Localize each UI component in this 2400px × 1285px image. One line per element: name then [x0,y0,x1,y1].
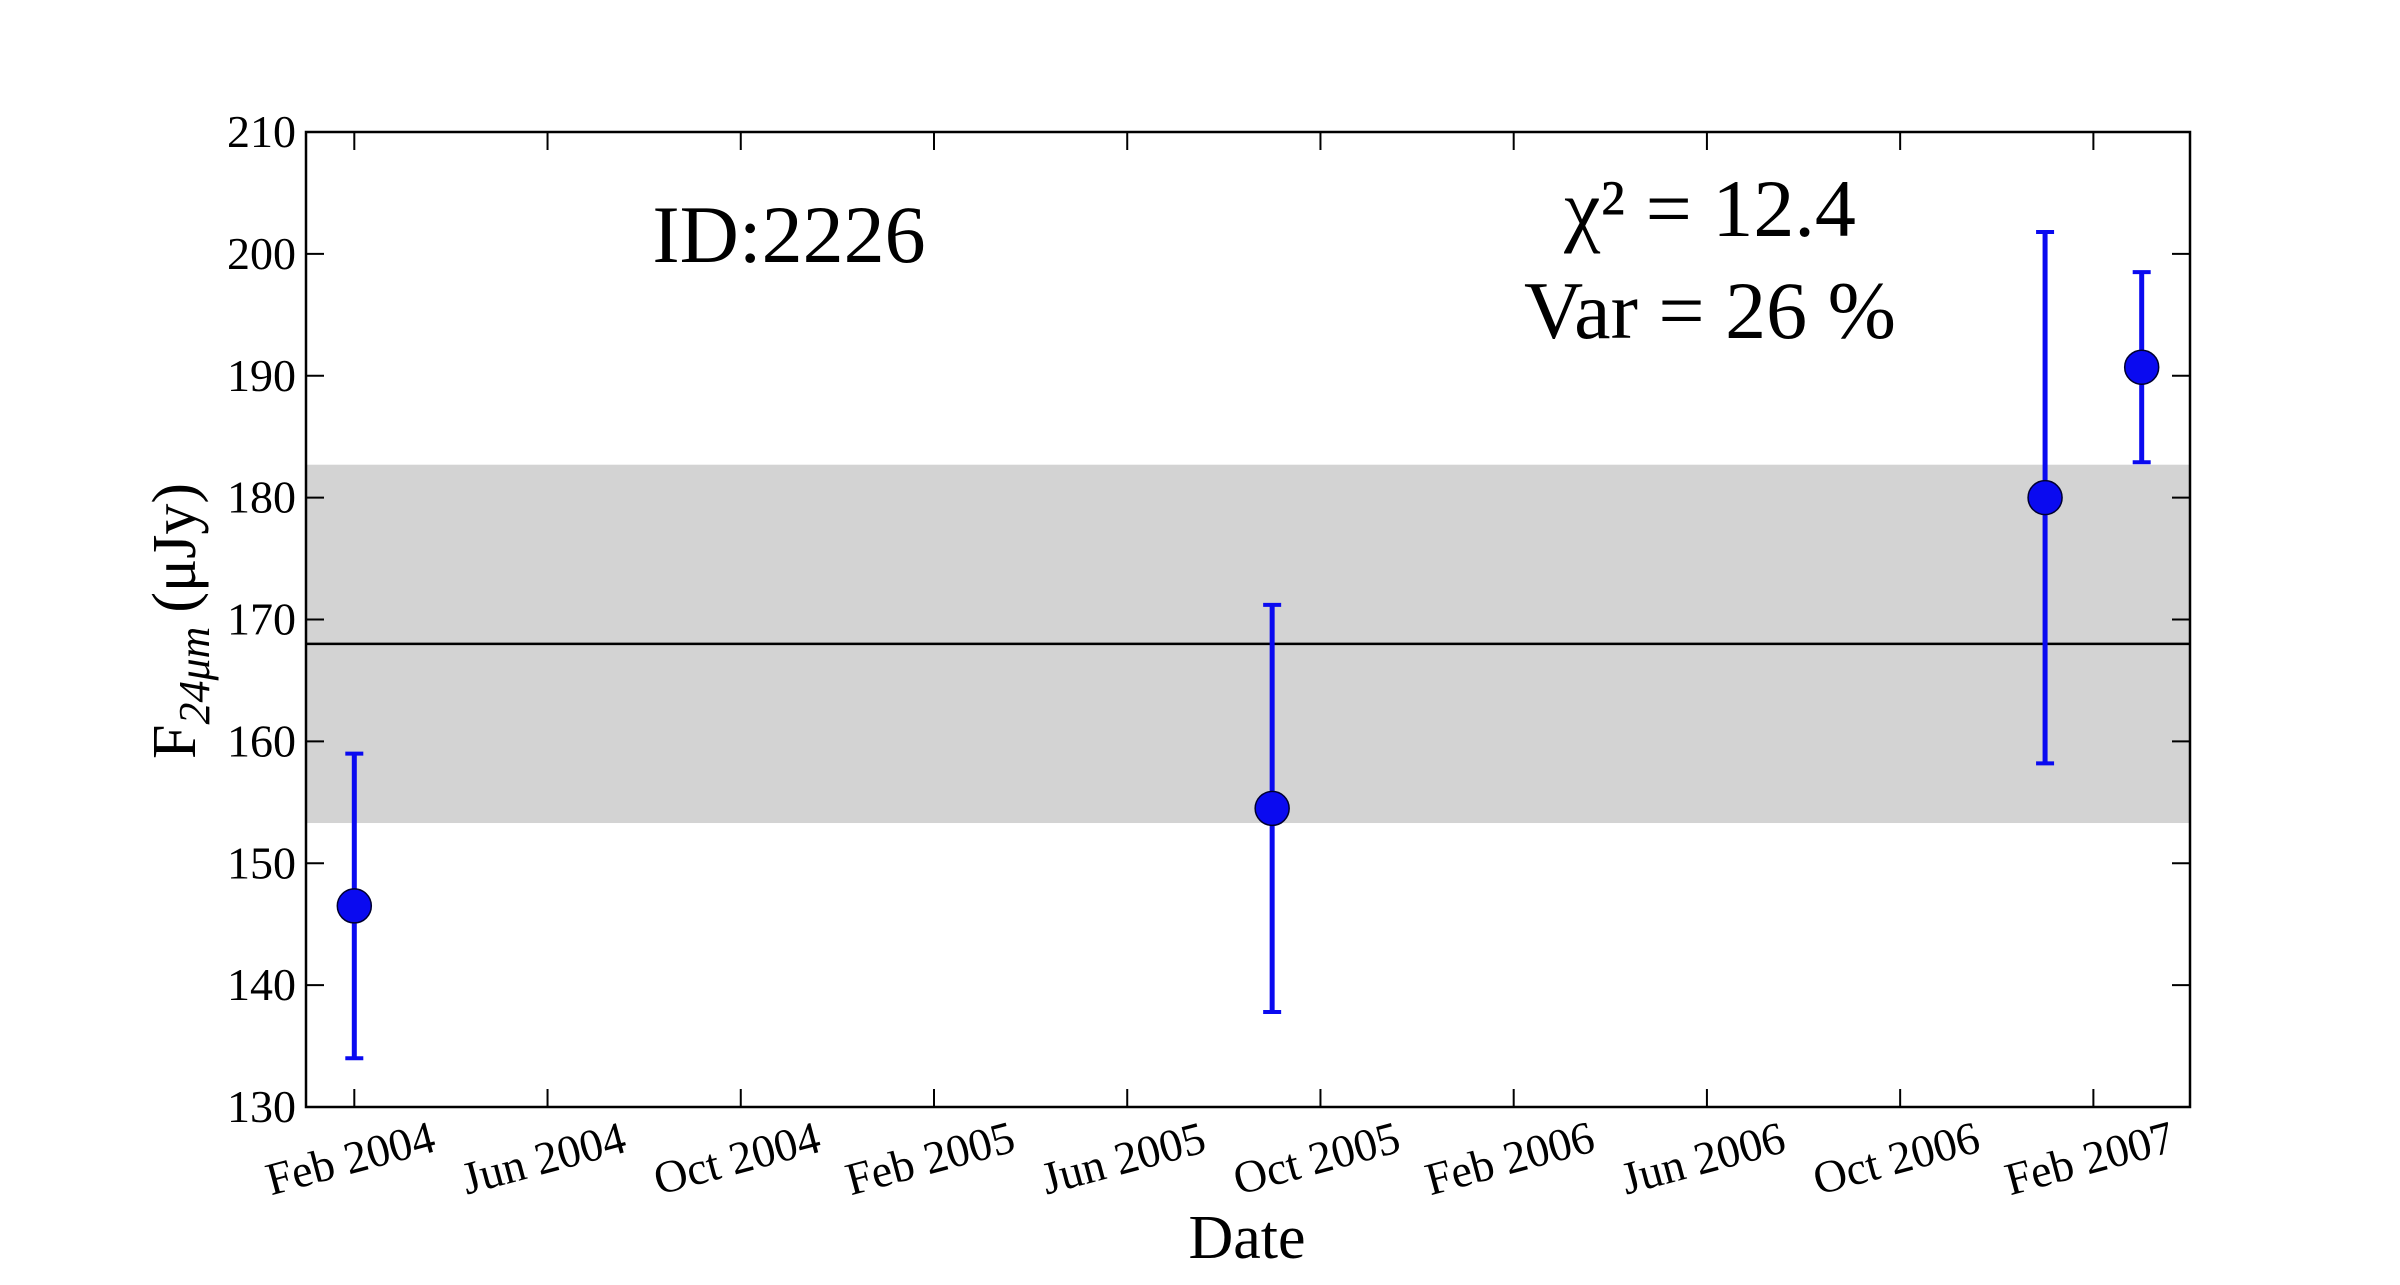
y-label-sub: 24μm [170,627,219,725]
x-tick-label: Feb 2007 [1999,1111,2179,1205]
y-tick-label: 210 [227,106,296,157]
y-tick-label: 170 [227,594,296,645]
x-tick-label: Feb 2005 [840,1111,1020,1205]
data-point [2027,479,2063,516]
data-point [1254,790,1290,827]
y-axis-label: F24μm (μJy) [141,483,219,759]
y-tick-label: 190 [227,350,296,401]
y-tick-label: 180 [227,472,296,523]
x-tick-label: Jun 2006 [1615,1112,1790,1205]
x-tick-label: Feb 2006 [1420,1111,1600,1205]
y-tick-label: 150 [227,837,296,888]
y-tick-label: 160 [227,715,296,766]
x-tick-label: Jun 2004 [456,1112,631,1205]
data-point [336,888,373,924]
chi2-annotation: χ² = 12.4 [1563,163,1856,254]
x-tick-label: Oct 2005 [1228,1111,1405,1204]
plot-frame [304,130,2192,1109]
y-tick-label: 200 [227,228,296,279]
y-label-unit: (μJy) [141,483,209,613]
y-tick-label: 140 [227,959,296,1010]
x-tick-label: Oct 2006 [1807,1111,1984,1204]
id-annotation: ID:2226 [652,189,925,280]
y-label-main: F [141,725,209,759]
x-tick-label: Oct 2004 [648,1111,825,1204]
data-point [2123,349,2160,385]
x-axis-label: Date [1188,1204,1305,1272]
var-annotation: Var = 26 % [1524,265,1896,356]
x-tick-label: Jun 2005 [1036,1112,1211,1205]
y-tick-label: 130 [227,1081,296,1132]
